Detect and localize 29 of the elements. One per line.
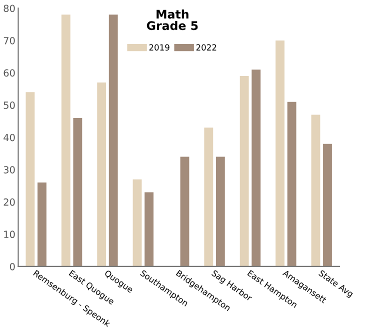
bar <box>323 144 332 266</box>
legend-label: 2019 <box>149 44 170 51</box>
bar <box>73 118 82 266</box>
y-tick-label: 0 <box>10 262 15 270</box>
bar <box>108 14 118 266</box>
chart-title: Math Grade 5 <box>146 10 198 30</box>
bar <box>216 156 225 266</box>
bar <box>180 156 190 266</box>
bar <box>132 179 142 266</box>
y-tick-label: 20 <box>4 198 15 206</box>
bar <box>97 82 106 266</box>
y-tick-label: 70 <box>4 36 15 44</box>
bar <box>311 114 320 266</box>
bar <box>240 76 249 266</box>
y-tick-label: 50 <box>4 102 15 109</box>
y-tick-label: 40 <box>4 134 15 142</box>
bar <box>26 92 35 266</box>
bar <box>204 128 214 266</box>
bar <box>144 192 154 266</box>
bar <box>252 70 261 266</box>
y-tick-label: 10 <box>4 230 15 238</box>
bar <box>61 14 70 266</box>
y-tick-label: 30 <box>4 166 15 174</box>
bar <box>276 40 284 266</box>
bar <box>38 182 46 266</box>
y-tick-label: 80 <box>4 4 15 12</box>
y-tick-label: 60 <box>4 69 15 77</box>
legend-label: 2022 <box>196 44 216 51</box>
bar <box>287 102 296 266</box>
